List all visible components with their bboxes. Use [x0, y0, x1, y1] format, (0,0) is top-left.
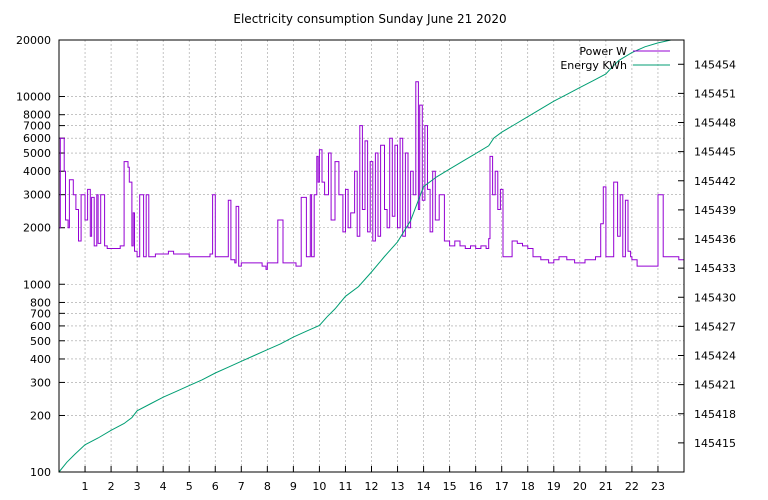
x-tick-label: 17 — [495, 480, 509, 493]
x-tick-label: 8 — [264, 480, 271, 493]
y-right-tick-label: 145424 — [694, 350, 736, 363]
y-left-tick-label: 2000 — [23, 222, 51, 235]
y-right-tick-label: 145439 — [694, 204, 736, 217]
y-left-tick-label: 1000 — [23, 278, 51, 291]
y-right-tick-label: 145421 — [694, 379, 736, 392]
x-tick-label: 20 — [573, 480, 587, 493]
x-tick-label: 21 — [599, 480, 613, 493]
x-tick-label: 16 — [469, 480, 483, 493]
plot-frame — [58, 39, 685, 473]
y-right-tick-label: 145415 — [694, 437, 736, 450]
x-tick-label: 9 — [290, 480, 297, 493]
y-left-tick-label: 3000 — [23, 189, 51, 202]
x-tick-label: 11 — [338, 480, 352, 493]
legend-label-power: Power W — [579, 45, 627, 58]
y-left-tick-label: 5000 — [23, 147, 51, 160]
y-left-tick-label: 200 — [30, 409, 51, 422]
y-left-tick-label: 4000 — [23, 165, 51, 178]
series-energy-line — [58, 39, 684, 473]
y-left-tick-label: 300 — [30, 376, 51, 389]
y-left-tick-label: 20000 — [16, 34, 51, 47]
x-tick-label: 10 — [312, 480, 326, 493]
y-right-tick-label: 145436 — [694, 233, 736, 246]
y-right-tick-label: 145430 — [694, 291, 736, 304]
y-left-tick-label: 10000 — [16, 91, 51, 104]
x-tick-label: 5 — [186, 480, 193, 493]
right-y-ticks: 145415 145418 145421 145424 145427 145430 1454… — [678, 58, 736, 450]
x-tick-label: 18 — [521, 480, 535, 493]
x-tick-label: 14 — [417, 480, 431, 493]
y-right-tick-label: 145451 — [694, 87, 736, 100]
x-tick-label: 23 — [651, 480, 665, 493]
y-left-tick-label: 8000 — [23, 109, 51, 122]
grid-lines — [59, 39, 684, 473]
y-left-tick-label: 100 — [30, 466, 51, 479]
chart-title: Electricity consumption Sunday June 21 2… — [233, 12, 506, 26]
legend-label-energy: Energy KWh — [560, 59, 627, 72]
y-left-tick-label: 400 — [30, 353, 51, 366]
plot-series — [58, 39, 684, 473]
series-power-line — [59, 81, 684, 270]
y-right-tick-label: 145454 — [694, 58, 736, 71]
y-left-tick-label: 7000 — [23, 120, 51, 133]
y-right-tick-label: 145442 — [694, 175, 736, 188]
x-tick-label: 2 — [108, 480, 115, 493]
x-tick-label: 3 — [134, 480, 141, 493]
x-tick-label: 22 — [625, 480, 639, 493]
y-left-tick-label: 500 — [30, 335, 51, 348]
y-left-tick-label: 600 — [30, 320, 51, 333]
x-tick-label: 19 — [547, 480, 561, 493]
x-tick-label: 15 — [443, 480, 457, 493]
x-tick-label: 1 — [82, 480, 89, 493]
x-tick-label: 4 — [160, 480, 167, 493]
y-right-tick-label: 145445 — [694, 146, 736, 159]
y-left-tick-label: 6000 — [23, 132, 51, 145]
x-tick-label: 12 — [365, 480, 379, 493]
y-left-tick-label: 800 — [30, 296, 51, 309]
y-right-tick-label: 145427 — [694, 320, 736, 333]
x-tick-label: 6 — [212, 480, 219, 493]
x-ticks: 1 2 3 4 5 6 7 8 9 10 11 12 13 14 15 16 17 18 19 20 21 22 23 — [82, 466, 665, 493]
y-left-tick-label: 700 — [30, 307, 51, 320]
x-tick-label: 7 — [238, 480, 245, 493]
y-right-tick-label: 145433 — [694, 262, 736, 275]
y-right-tick-label: 145448 — [694, 117, 736, 130]
y-right-tick-label: 145418 — [694, 408, 736, 421]
x-tick-label: 13 — [391, 480, 405, 493]
